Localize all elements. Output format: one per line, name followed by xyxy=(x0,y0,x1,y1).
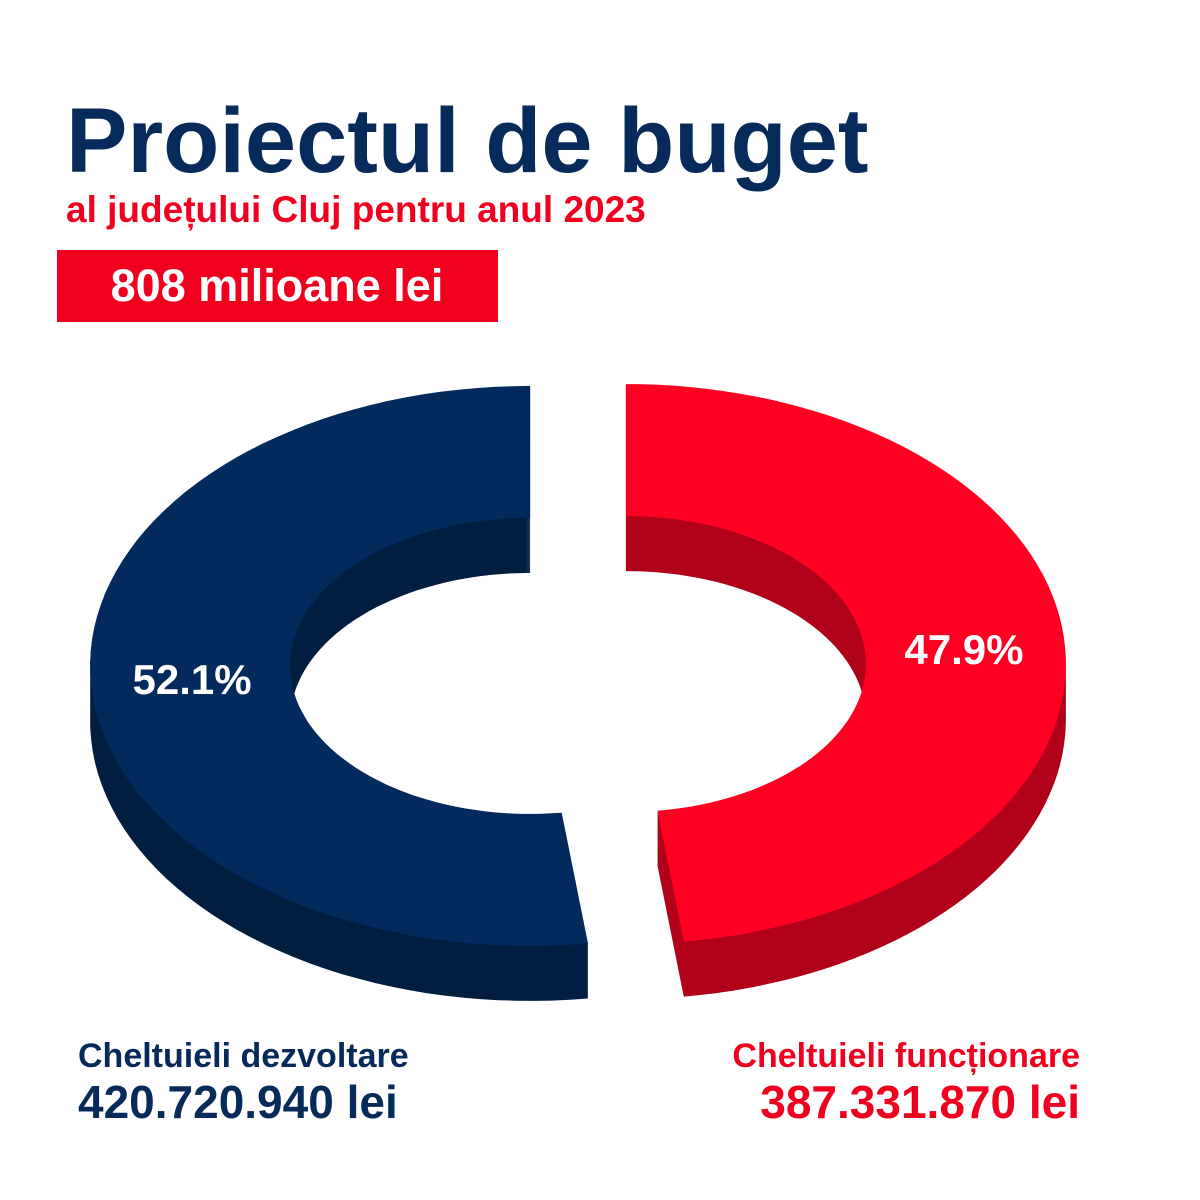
subtitle: al județului Cluj pentru anul 2023 xyxy=(66,189,646,231)
slice xyxy=(90,385,588,946)
value-label: 52.1% xyxy=(132,656,251,703)
title: Proiectul de buget xyxy=(66,90,869,192)
amount-label: 420.720.940 lei xyxy=(78,1076,398,1128)
slice xyxy=(625,384,1066,942)
value-label: 47.9% xyxy=(904,626,1023,673)
legend-label: Cheltuieli dezvoltare xyxy=(78,1037,409,1075)
total-badge xyxy=(57,250,498,322)
amount-label: 387.331.870 lei xyxy=(760,1076,1080,1128)
pie: 47.9% 52.1% xyxy=(90,384,1066,1001)
total-label: 808 milioane lei xyxy=(111,260,444,311)
legend-label: Cheltuieli funcționare xyxy=(732,1037,1080,1075)
